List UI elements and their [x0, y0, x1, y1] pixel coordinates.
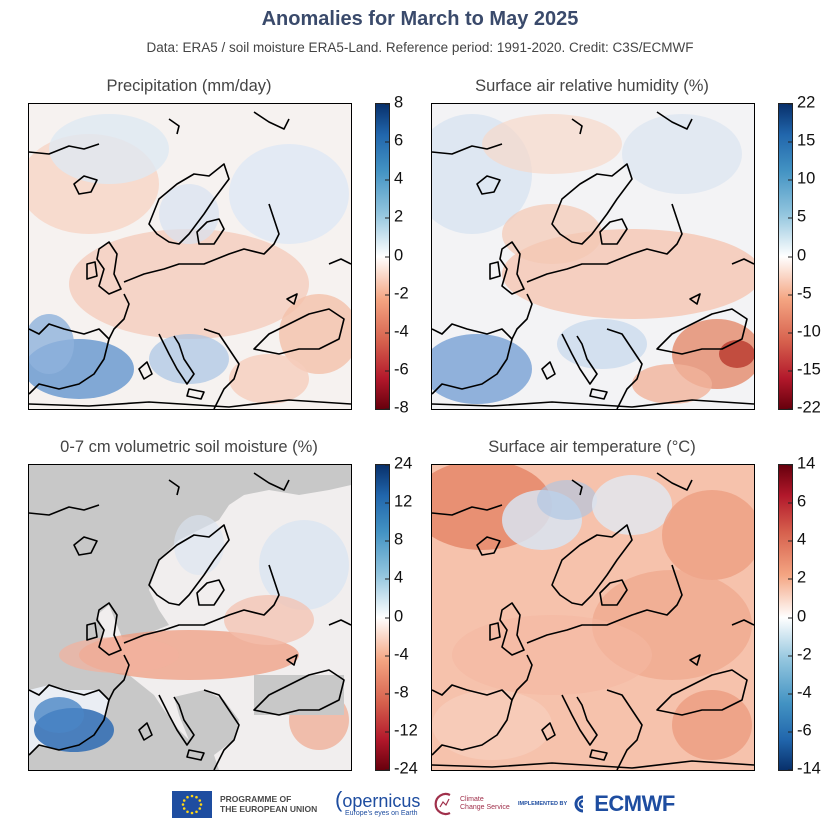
tick-label: -4 [788, 683, 812, 702]
map-precipitation [28, 103, 352, 410]
tick-label: -12 [385, 721, 418, 740]
tick-label: 22 [787, 93, 816, 112]
ecmwf-emblem-icon [574, 795, 584, 813]
page-title: Anomalies for March to May 2025 [261, 8, 579, 30]
tick-label: 12 [384, 492, 413, 511]
panel-title-humidity: Surface air relative humidity (%) [475, 77, 709, 95]
tick-label: 4 [384, 169, 404, 188]
tick-label: 0 [787, 246, 807, 265]
implemented-by-label: IMPLEMENTED BY [518, 801, 568, 807]
tick-label: -6 [788, 721, 812, 740]
page-subtitle: Data: ERA5 / soil moisture ERA5-Land. Re… [146, 40, 694, 55]
tick-label: -22 [788, 398, 821, 417]
map-humidity [431, 103, 755, 410]
tick-label: -10 [788, 322, 821, 341]
panel-title-precipitation: Precipitation (mm/day) [106, 77, 272, 95]
tick-label: -8 [385, 398, 409, 417]
eu-flag-icon [172, 790, 212, 818]
tick-label: -24 [385, 759, 418, 778]
c3s-logo: Climate Change Service [434, 782, 510, 826]
eu-programme-logo: PROGRAMME OF THE EUROPEAN UNION [172, 782, 317, 826]
tick-label: -4 [385, 645, 409, 664]
tick-label: -4 [385, 322, 409, 341]
tick-label: 15 [787, 131, 816, 150]
copernicus-tagline: Europe's eyes on Earth [345, 809, 418, 817]
eu-line-2: THE EUROPEAN UNION [220, 804, 318, 814]
tick-label: 24 [384, 454, 413, 473]
panel-title-temperature: Surface air temperature (°C) [488, 438, 696, 456]
tick-label: 0 [787, 607, 807, 626]
tick-label: 0 [384, 607, 404, 626]
ecmwf-wordmark: ECMWF [594, 791, 675, 816]
copernicus-c-icon: ( [335, 786, 343, 812]
tick-label: -2 [385, 284, 409, 303]
copernicus-wordmark: opernicus [342, 790, 421, 811]
footer-logos: PROGRAMME OF THE EUROPEAN UNION (opernic… [0, 782, 840, 832]
tick-label: 14 [787, 454, 816, 473]
c3s-line-2: Change Service [460, 804, 510, 811]
tick-label: -6 [385, 360, 409, 379]
map-soil-moisture [28, 464, 352, 771]
tick-label: -8 [385, 683, 409, 702]
tick-label: 5 [787, 207, 807, 226]
tick-label: 4 [384, 568, 404, 587]
tick-label: -2 [788, 645, 812, 664]
tick-label: 2 [787, 568, 807, 587]
copernicus-logo: (opernicus Europe's eyes on Earth [335, 782, 420, 826]
tick-label: 6 [384, 131, 404, 150]
tick-label: 10 [787, 169, 816, 188]
tick-label: 8 [384, 530, 404, 549]
tick-label: 0 [384, 246, 404, 265]
tick-label: -5 [788, 284, 812, 303]
tick-label: 8 [384, 93, 404, 112]
tick-label: 6 [787, 492, 807, 511]
tick-label: 2 [384, 207, 404, 226]
c3s-line-1: Climate [460, 796, 484, 803]
eu-line-1: PROGRAMME OF [220, 794, 292, 804]
c3s-emblem-icon [434, 792, 451, 816]
tick-label: -14 [788, 759, 821, 778]
map-temperature [431, 464, 755, 771]
tick-label: 4 [787, 530, 807, 549]
tick-label: -15 [788, 360, 821, 379]
panel-title-soil-moisture: 0-7 cm volumetric soil moisture (%) [60, 438, 318, 456]
ecmwf-logo: IMPLEMENTED BY ECMWF [518, 782, 675, 826]
